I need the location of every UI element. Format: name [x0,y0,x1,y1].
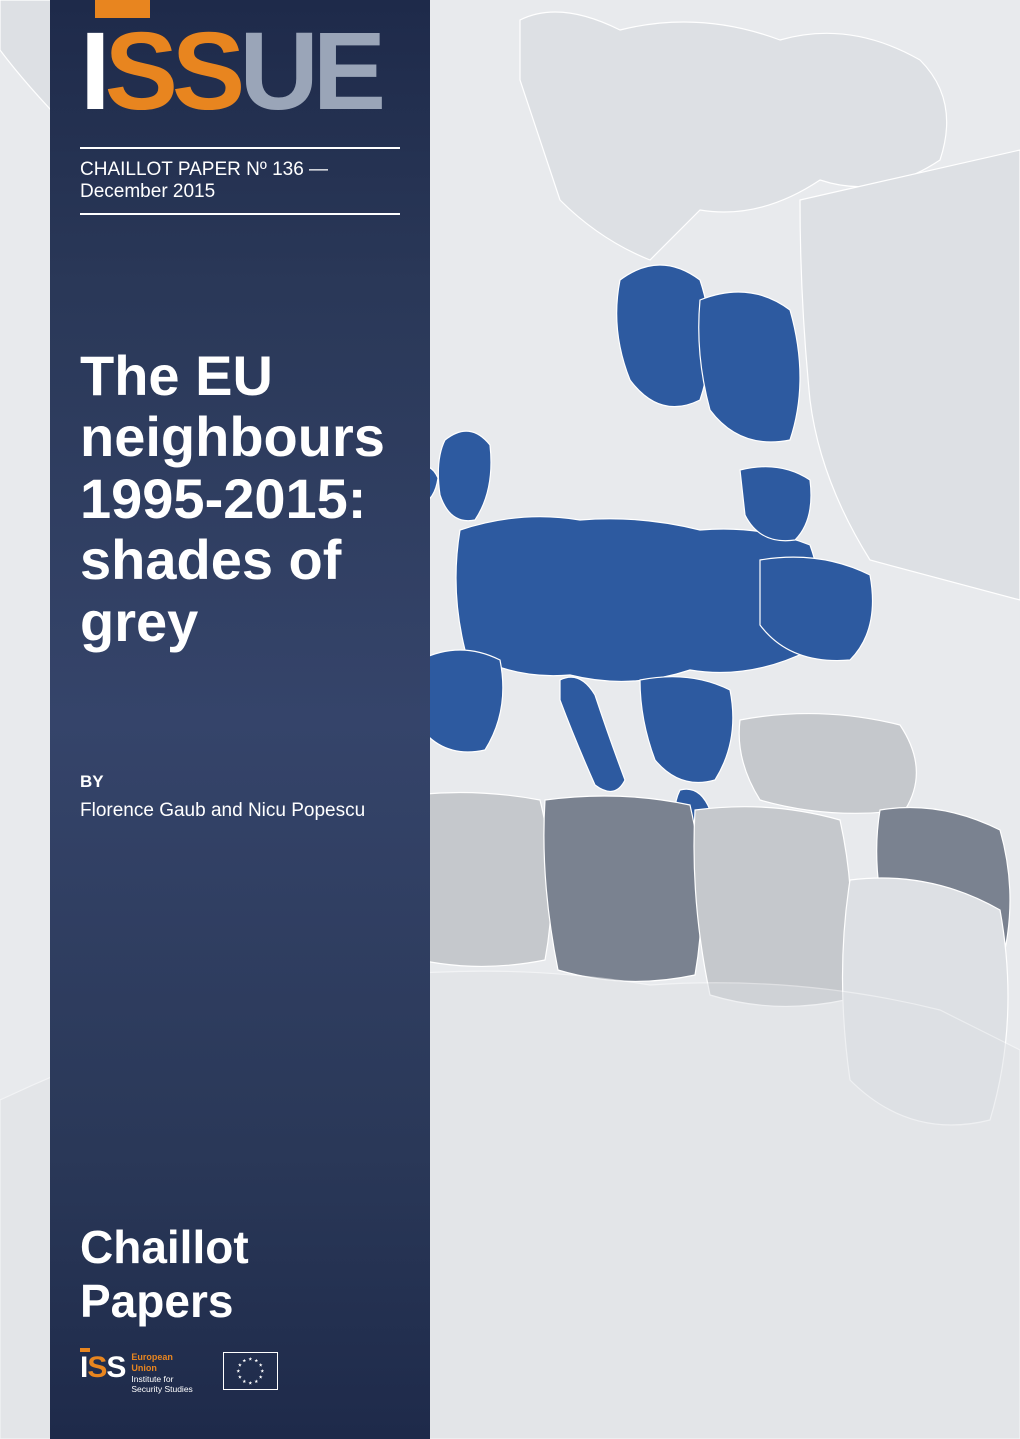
authors: Florence Gaub and Nicu Popescu [80,800,400,822]
eu-flag-icon [223,1352,278,1390]
document-title: The EU neighbours 1995-2015: shades of g… [80,345,400,653]
content-panel: ISSUE CHAILLOT PAPER Nº 136 — December 2… [50,0,430,1439]
logo-letters-ue: UE [239,25,380,119]
logo-letter-i: I [80,25,105,119]
by-label: BY [80,772,400,792]
issue-logo: ISSUE [80,25,400,119]
title-line-2: neighbours [80,406,400,468]
title-line-3: 1995-2015: [80,468,400,530]
spacer [80,822,400,1220]
series-name: Chaillot Papers [80,1220,400,1328]
paper-info-bar: CHAILLOT PAPER Nº 136 — December 2015 [80,147,400,215]
brand-accent-tab [95,0,150,18]
title-line-4: shades of grey [80,529,400,652]
logo-letters-ss: SS [105,25,240,119]
iss-institute-logo: ISS European Union Institute for Securit… [80,1348,193,1394]
footer-logo-row: ISS European Union Institute for Securit… [80,1348,400,1394]
document-cover: ISSUE CHAILLOT PAPER Nº 136 — December 2… [0,0,1020,1439]
title-line-1: The EU [80,345,400,407]
paper-number-date: CHAILLOT PAPER Nº 136 — December 2015 [80,159,400,203]
iss-subtitle: European Union Institute for Security St… [131,1348,192,1394]
iss-mark-text: ISS [80,1354,125,1381]
